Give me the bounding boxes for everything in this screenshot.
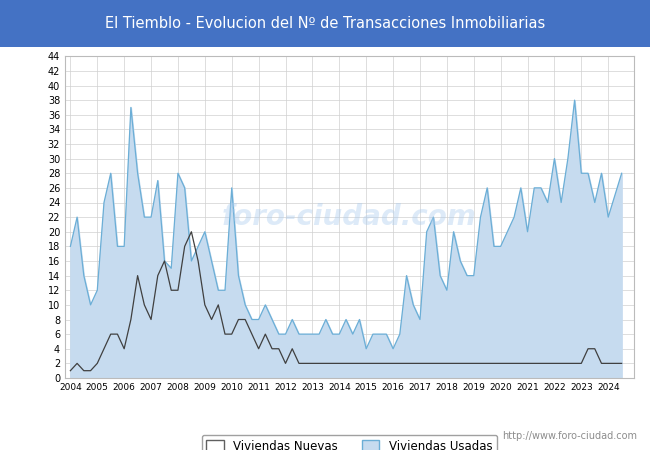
Legend: Viviendas Nuevas, Viviendas Usadas: Viviendas Nuevas, Viviendas Usadas (202, 435, 497, 450)
Text: foro-ciudad.com: foro-ciudad.com (222, 203, 476, 231)
Text: http://www.foro-ciudad.com: http://www.foro-ciudad.com (502, 431, 637, 441)
Text: El Tiemblo - Evolucion del Nº de Transacciones Inmobiliarias: El Tiemblo - Evolucion del Nº de Transac… (105, 16, 545, 31)
